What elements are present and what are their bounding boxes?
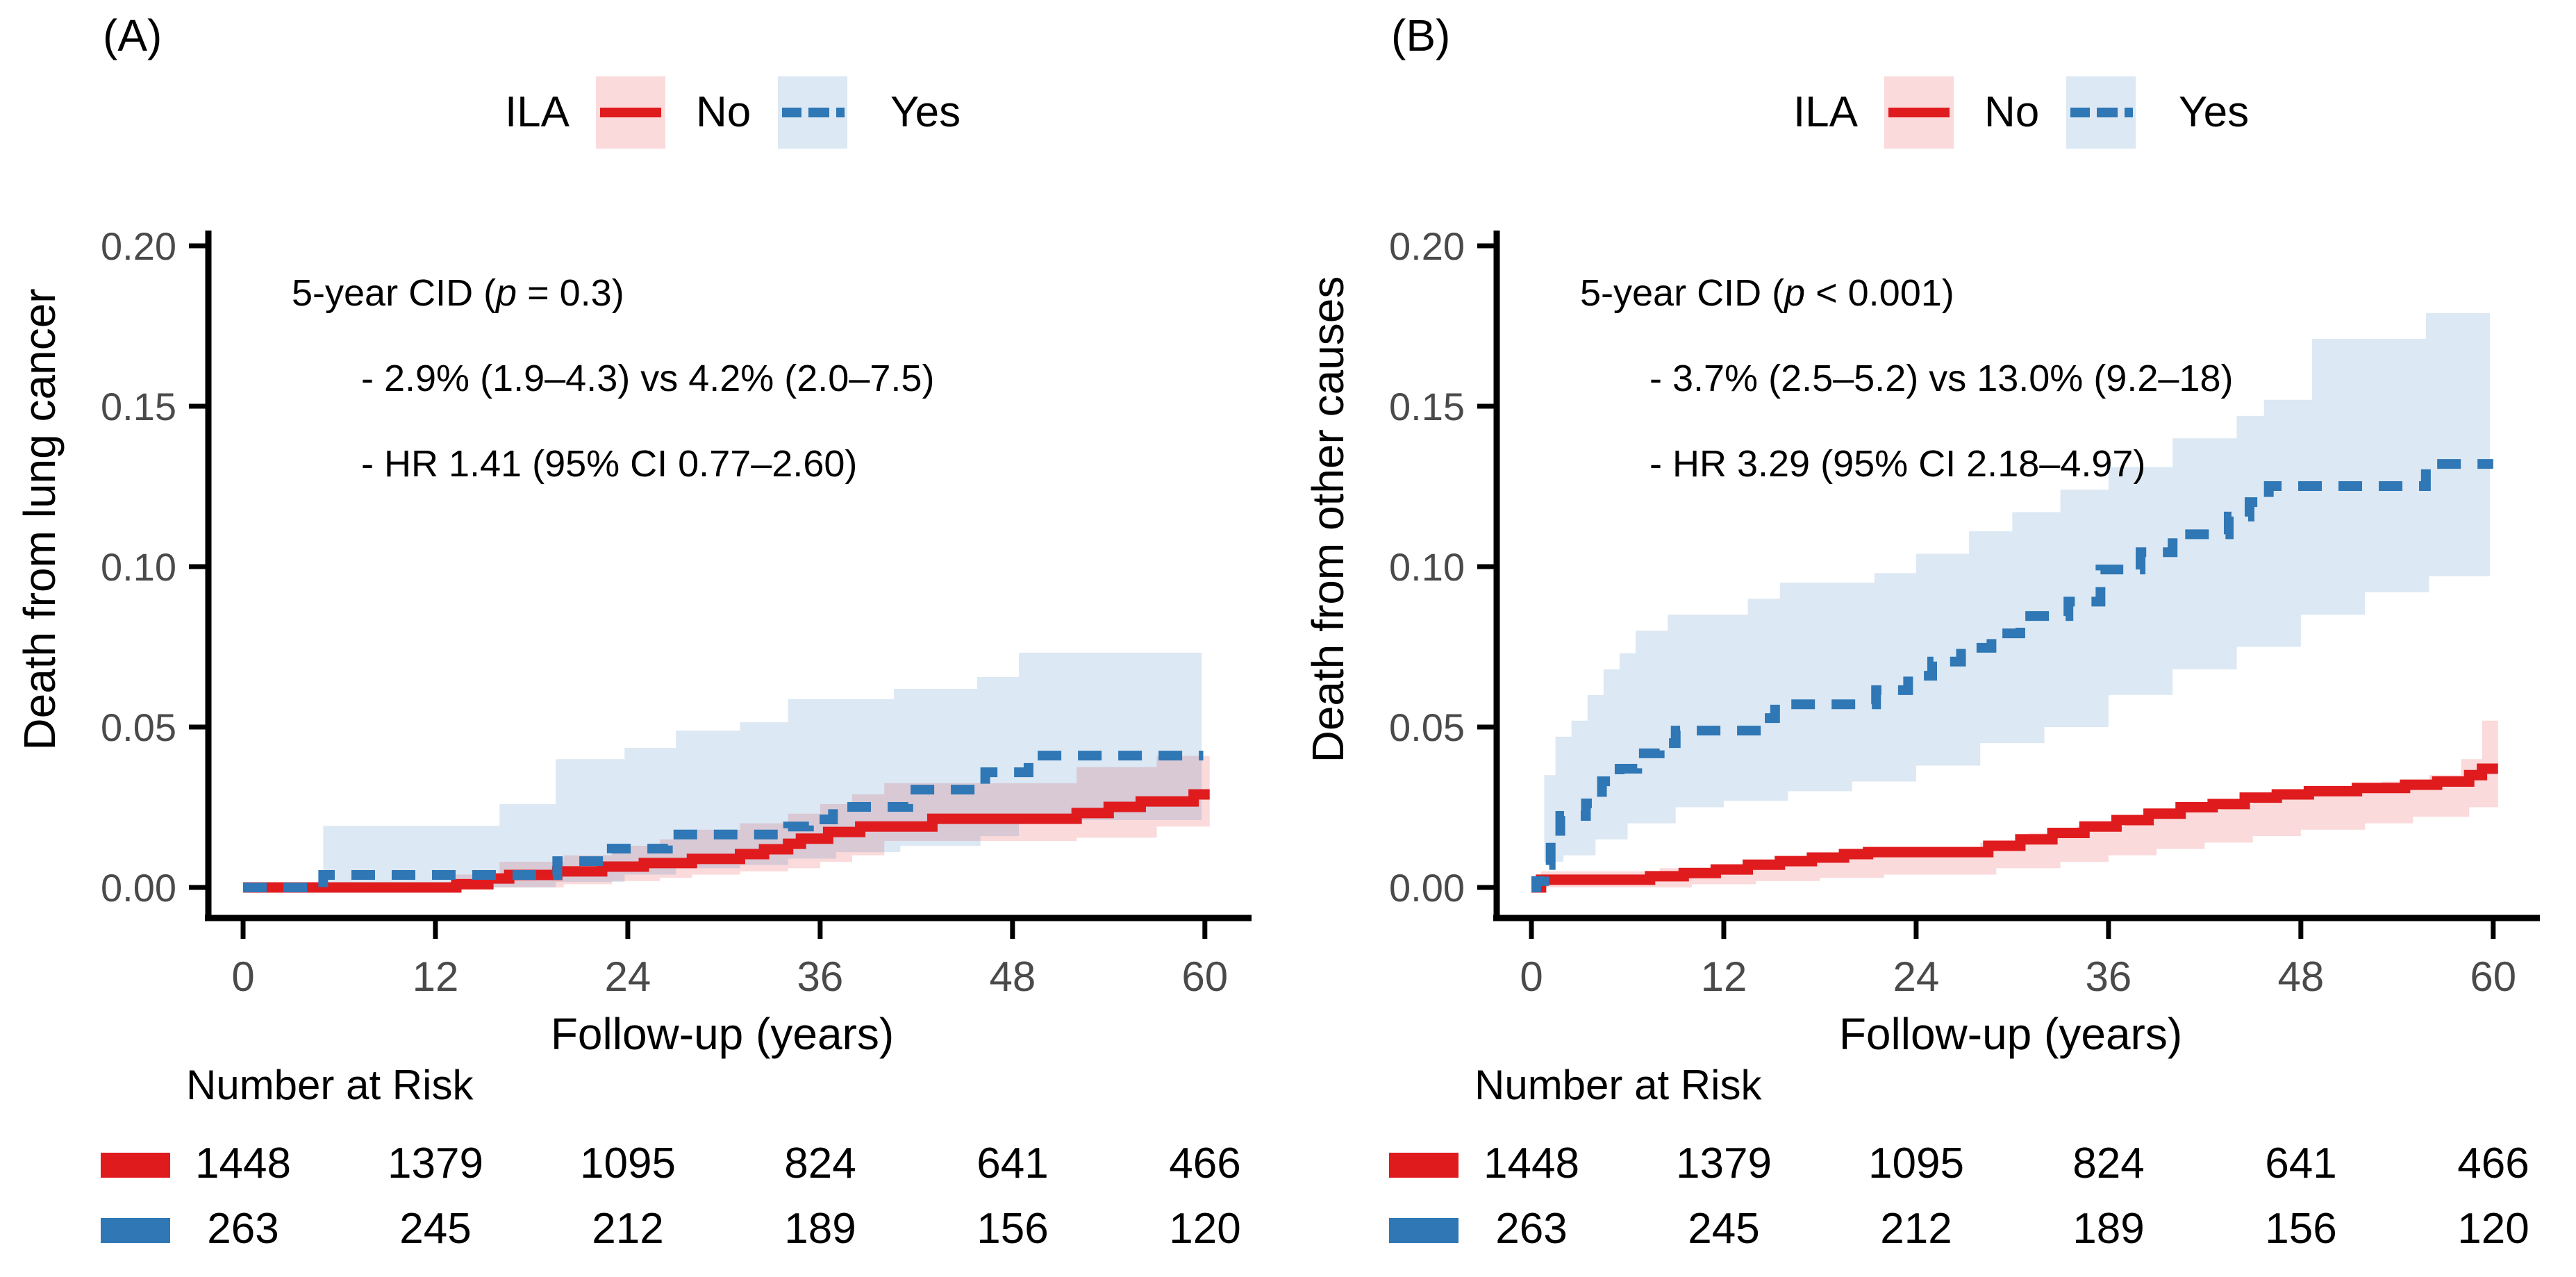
risk-row-yes-swatch: [1389, 1218, 1459, 1243]
legend-label-yes: Yes: [890, 88, 961, 136]
y-tick-label: 0.10: [1389, 545, 1465, 589]
ci-band-yes: [1544, 313, 2491, 862]
yes-curve: [1531, 459, 2493, 892]
risk-value: 1379: [388, 1140, 483, 1187]
risk-value: 212: [1880, 1205, 1952, 1253]
risk-value: 641: [2265, 1140, 2337, 1187]
risk-value: 263: [1495, 1205, 1568, 1253]
x-tick-label: 0: [231, 953, 254, 1000]
x-tick-label: 12: [413, 953, 459, 1000]
y-tick-label: 0.00: [1389, 866, 1465, 910]
yes-dash-icon: [2097, 108, 2118, 117]
legend-key-yes: [2066, 76, 2136, 149]
yes-dash-icon: [808, 108, 829, 117]
panel-a: 0.00 0.05 0.10 0.15 0.20 0 12 24 36 48 60 (A) ILA …: [15, 10, 1252, 1253]
panel-b: 0.00 0.05 0.10 0.15 0.20 0 12 24 36 48 60 (B) ILA …: [1288, 0, 2576, 1277]
risk-value: 1379: [1676, 1140, 1772, 1187]
x-tick-label: 12: [1701, 953, 1747, 1000]
risk-row-no-swatch: [1389, 1153, 1459, 1178]
risk-value: 641: [977, 1140, 1049, 1187]
x-tick-label: 36: [2086, 953, 2132, 1000]
legend-label-no: No: [696, 88, 751, 136]
annotation-text: 5-year CID (: [292, 272, 497, 314]
risk-value: 245: [1688, 1205, 1760, 1253]
number-at-risk-header: Number at Risk: [1474, 1062, 1762, 1108]
y-tick-label: 0.00: [101, 866, 176, 910]
ci-band-no: [1540, 720, 2498, 887]
annotation-cid-title: 5-year CID (p = 0.3): [292, 272, 624, 314]
plot-area-a: 0.00 0.05 0.10 0.15 0.20 0 12 24 36 48 60: [101, 224, 1252, 1000]
legend-title: ILA: [504, 88, 570, 136]
risk-value: 466: [1169, 1140, 1241, 1187]
y-tick-label: 0.05: [1389, 706, 1465, 749]
risk-value: 1095: [580, 1140, 676, 1187]
y-axis-label: Death from other causes: [1303, 276, 1353, 763]
y-tick-label: 0.15: [1389, 385, 1465, 428]
x-tick-label: 48: [2277, 953, 2324, 1000]
legend-title: ILA: [1793, 88, 1858, 136]
annotation-text: 5-year CID (: [1580, 272, 1785, 314]
panel-a-label: (A): [103, 10, 163, 60]
x-tick-label: 48: [989, 953, 1036, 1000]
x-axis-label: Follow-up (years): [1838, 1009, 2183, 1059]
yes-curve: [243, 751, 1204, 892]
x-tick-label: 24: [1893, 953, 1940, 1000]
risk-value: 1448: [1484, 1140, 1579, 1187]
x-tick-label: 24: [605, 953, 651, 1000]
y-tick-label: 0.10: [101, 545, 176, 589]
risk-value: 1448: [195, 1140, 291, 1187]
risk-value: 466: [2457, 1140, 2529, 1187]
risk-value: 824: [784, 1140, 856, 1187]
risk-value: 245: [399, 1205, 472, 1253]
risk-value: 1095: [1868, 1140, 1964, 1187]
risk-value: 212: [592, 1205, 664, 1253]
x-axis-label: Follow-up (years): [550, 1009, 895, 1059]
no-line-icon: [1888, 108, 1950, 117]
yes-dash-icon: [836, 108, 845, 117]
x-tick-label: 60: [1181, 953, 1228, 1000]
annotation-cid-values: - 2.9% (1.9–4.3) vs 4.2% (2.0–7.5): [361, 358, 935, 399]
x-tick-label: 36: [797, 953, 844, 1000]
y-tick-label: 0.20: [1389, 224, 1465, 268]
p-symbol: p: [496, 272, 517, 314]
annotation-text: = 0.3): [517, 272, 624, 314]
risk-value: 120: [2457, 1205, 2529, 1253]
risk-value: 156: [977, 1205, 1049, 1253]
risk-row-no-swatch: [101, 1153, 170, 1178]
legend-key-no: [1884, 76, 1954, 149]
annotation-hr: - HR 1.41 (95% CI 0.77–2.60): [361, 443, 858, 485]
annotation-text: < 0.001): [1805, 272, 1954, 314]
legend-label-no: No: [1984, 88, 2040, 136]
no-curve: [1531, 763, 2498, 893]
panel-b-label: (B): [1391, 10, 1451, 60]
yes-dash-icon: [2125, 108, 2133, 117]
risk-value: 189: [2072, 1205, 2145, 1253]
x-tick-label: 0: [1520, 953, 1543, 1000]
risk-value: 263: [207, 1205, 279, 1253]
y-tick-label: 0.05: [101, 706, 176, 749]
legend-label-yes: Yes: [2179, 88, 2250, 136]
no-line-icon: [600, 108, 661, 117]
annotation-hr: - HR 3.29 (95% CI 2.18–4.97): [1650, 443, 2146, 485]
risk-row-yes-swatch: [101, 1218, 170, 1243]
annotation-cid-title: 5-year CID (p < 0.001): [1580, 272, 1954, 314]
y-tick-label: 0.20: [101, 224, 176, 268]
risk-value: 156: [2265, 1205, 2337, 1253]
p-symbol: p: [1784, 272, 1806, 314]
yes-dash-icon: [2070, 108, 2090, 117]
risk-value: 189: [784, 1205, 856, 1253]
risk-value: 824: [2072, 1140, 2145, 1187]
y-tick-label: 0.15: [101, 385, 176, 428]
legend-key-no: [596, 76, 665, 149]
legend-key-yes: [778, 76, 847, 149]
x-tick-label: 60: [2470, 953, 2516, 1000]
y-axis-label: Death from lung cancer: [15, 288, 65, 751]
annotation-cid-values: - 3.7% (2.5–5.2) vs 13.0% (9.2–18): [1650, 358, 2234, 399]
risk-value: 120: [1169, 1205, 1241, 1253]
yes-dash-icon: [782, 108, 801, 117]
number-at-risk-header: Number at Risk: [186, 1062, 474, 1108]
ci-band-yes: [323, 652, 1202, 887]
plot-area-b: 0.00 0.05 0.10 0.15 0.20 0 12 24 36 48 60: [1389, 224, 2540, 1000]
